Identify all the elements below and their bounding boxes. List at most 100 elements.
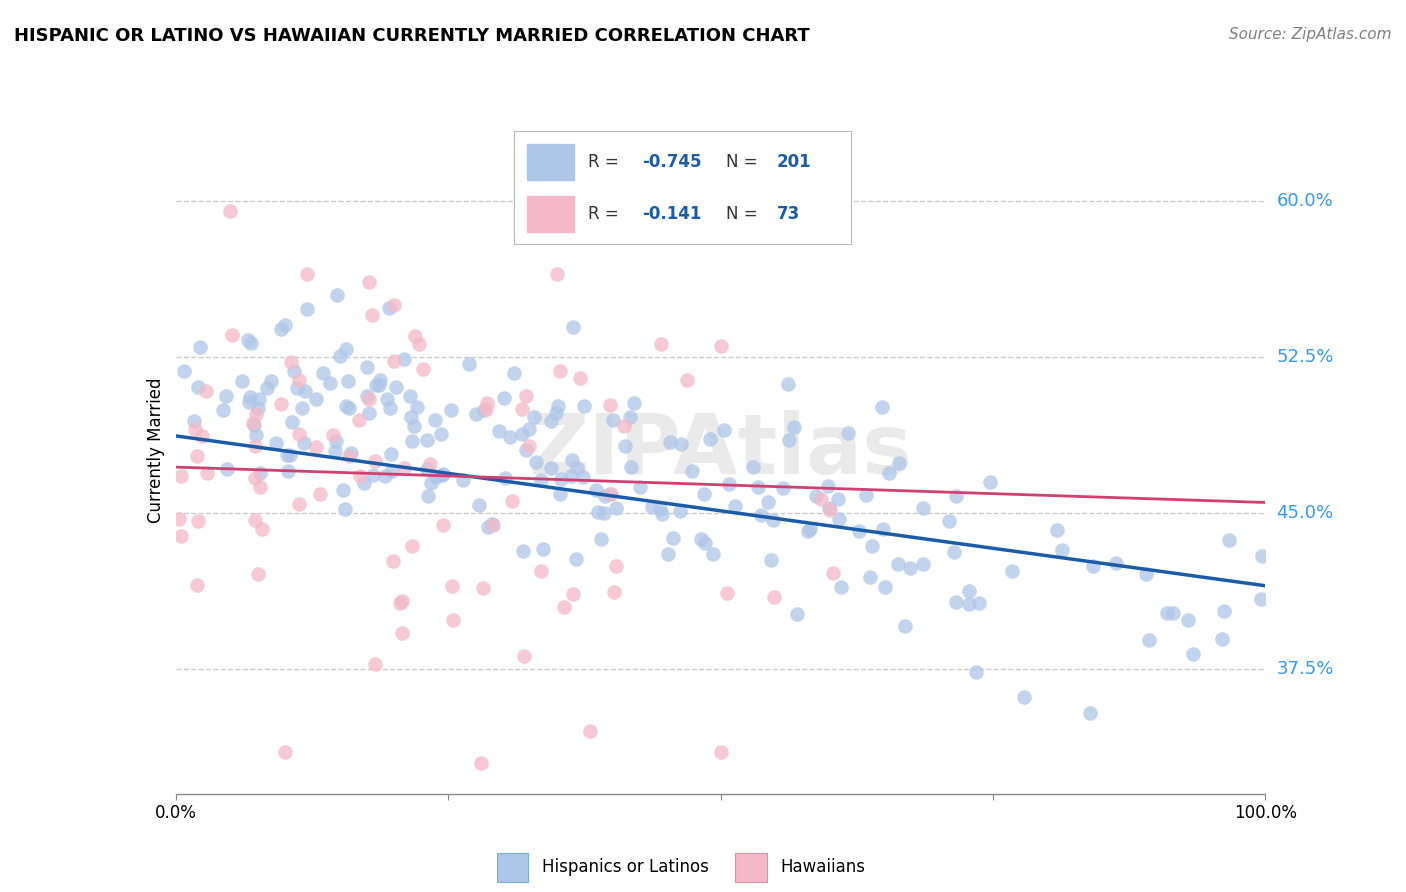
Point <box>477 519 499 533</box>
Point <box>860 539 883 553</box>
Point <box>357 406 380 420</box>
Point <box>540 461 562 475</box>
Point <box>600 487 623 501</box>
Point <box>195 466 218 480</box>
Point <box>280 415 302 429</box>
Point <box>429 427 451 442</box>
Text: 52.5%: 52.5% <box>1277 348 1334 366</box>
Point <box>170 529 193 543</box>
Point <box>287 497 309 511</box>
Point <box>817 501 839 516</box>
Point <box>565 551 588 566</box>
Point <box>309 487 332 501</box>
Text: ZIPAtlas: ZIPAtlas <box>529 410 912 491</box>
Point <box>375 392 398 407</box>
Point <box>778 433 800 447</box>
Point <box>848 524 870 538</box>
Point <box>305 440 328 454</box>
Point <box>441 579 464 593</box>
Point <box>382 354 405 368</box>
Point <box>591 533 613 547</box>
Point <box>238 333 260 347</box>
Point <box>388 596 411 610</box>
Point <box>353 476 375 491</box>
Point <box>328 350 350 364</box>
Text: N =: N = <box>727 205 763 223</box>
Text: R =: R = <box>588 205 628 223</box>
Point <box>415 434 437 448</box>
Point <box>336 374 359 388</box>
Point <box>530 564 553 578</box>
Point <box>619 409 641 424</box>
Point <box>247 567 270 582</box>
Point <box>264 435 287 450</box>
Point <box>250 521 273 535</box>
Point <box>191 429 214 443</box>
Point <box>546 267 568 281</box>
Point <box>747 480 769 494</box>
Point <box>710 339 733 353</box>
Point <box>602 413 624 427</box>
Point <box>512 401 534 416</box>
Point <box>1156 607 1178 621</box>
Point <box>651 508 673 522</box>
Point <box>186 449 208 463</box>
Point <box>870 401 893 415</box>
Point <box>245 428 267 442</box>
Point <box>278 449 301 463</box>
Point <box>415 462 437 476</box>
Point <box>1046 523 1069 537</box>
Bar <box>527 144 574 180</box>
Point <box>693 536 716 550</box>
Point <box>419 476 441 491</box>
Point <box>531 542 554 557</box>
Point <box>335 502 357 516</box>
Point <box>967 596 990 610</box>
Point <box>585 483 607 497</box>
Point <box>887 456 910 470</box>
Point <box>837 426 859 441</box>
Point <box>898 560 921 574</box>
Point <box>1050 543 1073 558</box>
Bar <box>735 854 766 881</box>
Bar <box>527 195 574 232</box>
Point <box>713 424 735 438</box>
Point <box>1211 632 1233 647</box>
Text: 201: 201 <box>778 153 811 170</box>
Point <box>360 308 382 322</box>
Point <box>394 351 416 366</box>
Point <box>620 459 643 474</box>
Point <box>887 557 910 571</box>
Point <box>503 366 526 380</box>
Point <box>943 544 966 558</box>
Point <box>586 505 609 519</box>
Point <box>1251 549 1274 563</box>
Point <box>718 477 741 491</box>
Point <box>481 516 503 531</box>
Point <box>249 467 271 481</box>
Point <box>524 455 547 469</box>
Point <box>702 547 724 561</box>
Point <box>238 395 260 409</box>
Point <box>628 480 651 494</box>
Point <box>295 267 318 281</box>
Point <box>749 508 772 522</box>
Point <box>817 479 839 493</box>
Point <box>650 336 672 351</box>
Point <box>187 379 209 393</box>
Point <box>368 377 391 392</box>
Point <box>277 464 299 478</box>
Point <box>243 417 266 432</box>
Point <box>855 488 877 502</box>
Point <box>472 403 495 417</box>
Point <box>595 489 617 503</box>
Point <box>613 439 636 453</box>
Point <box>374 468 396 483</box>
Point <box>579 724 602 739</box>
Point <box>599 487 621 501</box>
Point <box>288 426 311 441</box>
Point <box>517 422 540 436</box>
Point <box>879 466 901 480</box>
Point <box>245 408 267 422</box>
Point <box>1177 613 1199 627</box>
